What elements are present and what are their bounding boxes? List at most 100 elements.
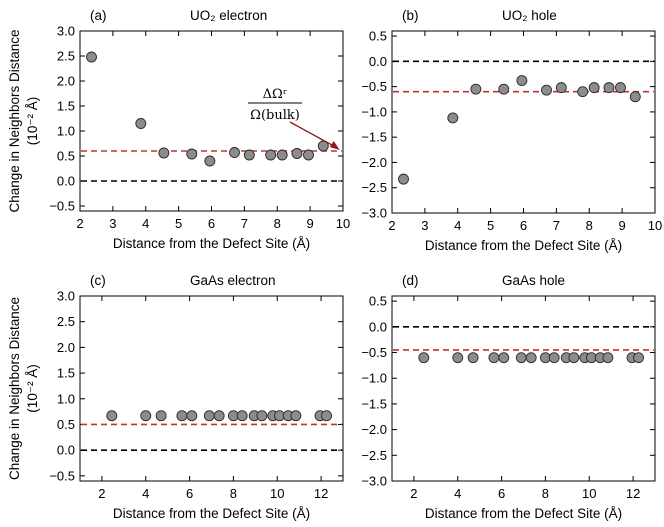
- y-tick-label: −1.5: [361, 396, 387, 411]
- data-point: [186, 148, 198, 160]
- data-point: [588, 82, 600, 94]
- data-point: [243, 149, 255, 161]
- y-tick-label: −0.5: [361, 79, 387, 94]
- data-point: [525, 352, 537, 364]
- y-tick-label: 3.0: [57, 289, 75, 304]
- x-tick-label: 8: [230, 486, 237, 501]
- x-tick-label: 4: [142, 216, 149, 231]
- panel-letter: (d): [402, 273, 419, 288]
- y-tick-label: 2.5: [57, 49, 75, 64]
- data-point: [86, 51, 97, 63]
- x-tick-label: 10: [336, 216, 350, 231]
- data-point: [158, 147, 170, 159]
- plot-frame: [79, 30, 344, 212]
- x-axis-label: Distance from the Defect Site (Å): [425, 506, 622, 521]
- y-axis-unit-label: (10⁻² Å): [25, 97, 40, 145]
- y-axis-label: Change in Neighbors Distance: [7, 297, 22, 480]
- data-point: [256, 410, 268, 422]
- panel-title: UO₂ electron: [190, 8, 267, 23]
- x-tick-label: 8: [274, 216, 281, 231]
- data-point: [541, 84, 552, 96]
- annotation-denominator: Ω(bulk): [250, 108, 300, 123]
- x-tick-label: 6: [208, 216, 215, 231]
- y-tick-label: 1.0: [57, 391, 75, 406]
- y-tick-label: −0.5: [49, 199, 75, 214]
- y-tick-label: 1.0: [57, 124, 75, 139]
- y-tick-label: −2.5: [361, 448, 387, 463]
- data-point: [229, 147, 240, 158]
- x-tick-label: 2: [76, 216, 83, 231]
- x-tick-label: 9: [307, 216, 314, 231]
- data-point: [303, 149, 314, 161]
- data-point: [140, 410, 152, 422]
- data-point: [470, 83, 482, 95]
- x-tick-label: 2: [410, 486, 417, 501]
- y-tick-label: −0.5: [361, 345, 387, 360]
- y-axis-label: Change in Neighbors Distance: [7, 29, 22, 212]
- data-point: [447, 112, 459, 124]
- x-tick-label: 9: [619, 218, 626, 233]
- x-tick-label: 4: [454, 486, 461, 501]
- panel-letter: (b): [402, 8, 419, 23]
- data-point: [290, 410, 302, 422]
- x-tick-label: 12: [626, 486, 640, 501]
- data-point: [577, 86, 589, 98]
- x-tick-label: 5: [175, 216, 182, 231]
- data-point: [236, 410, 248, 422]
- data-point: [321, 410, 333, 422]
- x-tick-label: 7: [241, 216, 248, 231]
- y-tick-label: 0.5: [369, 29, 387, 44]
- x-tick-label: 6: [520, 218, 527, 233]
- data-point: [488, 352, 500, 364]
- x-tick-label: 6: [498, 486, 505, 501]
- data-point: [203, 410, 215, 422]
- y-tick-label: −2.5: [361, 180, 387, 195]
- data-point: [176, 410, 188, 422]
- data-point: [276, 149, 288, 161]
- data-point: [633, 352, 645, 364]
- subplot-b: 2 3 4 5 6 7 8 9 10 −3.0 −2.5 −2.0 −1.5 −1.0 −0.5 0.0 0.5…: [361, 8, 662, 253]
- panel-title: GaAs hole: [502, 273, 565, 288]
- annotation-arrow-shaft: [289, 121, 335, 147]
- x-axis-label: Distance from the Defect Site (Å): [113, 236, 310, 251]
- y-axis-unit-label: (10⁻² Å): [25, 364, 40, 412]
- y-tick-label: 0.5: [369, 294, 387, 309]
- y-tick-label: −1.0: [361, 104, 387, 119]
- x-tick-label: 4: [454, 218, 461, 233]
- panel-letter: (a): [90, 8, 107, 23]
- y-tick-label: −0.5: [49, 468, 75, 483]
- panel-title: GaAs electron: [190, 273, 276, 288]
- data-point: [135, 118, 147, 129]
- x-tick-label: 6: [186, 486, 193, 501]
- x-tick-label: 10: [648, 218, 662, 233]
- data-point: [213, 410, 225, 422]
- x-tick-label: 8: [542, 486, 549, 501]
- data-point: [452, 352, 464, 364]
- data-point: [555, 82, 567, 94]
- y-tick-label: −2.0: [361, 422, 387, 437]
- plot-frame: [79, 295, 344, 482]
- data-point: [568, 352, 580, 364]
- y-tick-label: 2.5: [57, 314, 75, 329]
- y-tick-label: 0.0: [369, 54, 387, 69]
- data-point: [515, 352, 527, 364]
- y-tick-label: −1.0: [361, 371, 387, 386]
- x-tick-label: 2: [388, 218, 395, 233]
- data-point: [516, 75, 528, 86]
- y-tick-label: 1.5: [57, 366, 75, 381]
- y-tick-label: 0.5: [57, 417, 75, 432]
- subplot-a: 2 3 4 5 6 7 8 9 10 −0.5 0.0 0.5 1.0 1.5 2.0 2.5 3.0 (a) UO…: [7, 8, 350, 251]
- data-point: [548, 352, 560, 364]
- plot-frame: [391, 295, 656, 482]
- x-axis-label: Distance from the Defect Site (Å): [425, 238, 622, 253]
- x-tick-label: 10: [270, 486, 284, 501]
- data-point: [186, 410, 198, 422]
- annotation-numerator: ΔΩʳ: [263, 87, 288, 102]
- y-tick-label: −3.0: [361, 474, 387, 489]
- data-point: [418, 352, 430, 364]
- x-tick-label: 10: [582, 486, 596, 501]
- panel-title: UO₂ hole: [502, 8, 557, 23]
- x-tick-label: 4: [142, 486, 149, 501]
- y-tick-label: −3.0: [361, 206, 387, 221]
- plot-frame: [391, 30, 656, 214]
